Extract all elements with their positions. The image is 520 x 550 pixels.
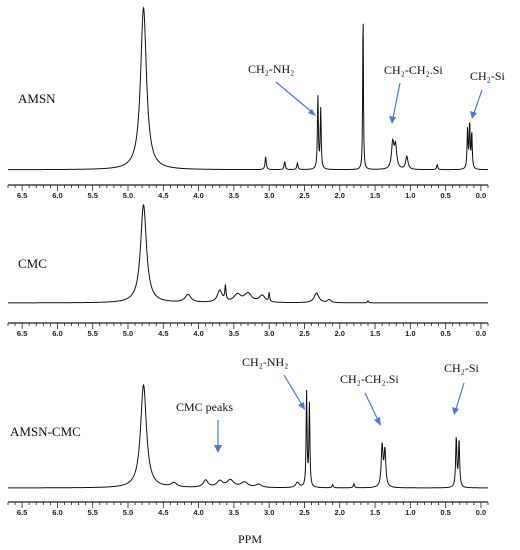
tick-label-3-5: 3.5 xyxy=(229,508,239,517)
tick-label-0-0: 0.0 xyxy=(476,508,486,517)
annotation-cmc-peaks: CMC peaks xyxy=(176,400,233,414)
spectrum-trace-amsn xyxy=(8,6,488,171)
tick-label-3-5: 3.5 xyxy=(229,191,239,200)
tick-label-1-0: 1.0 xyxy=(405,191,415,200)
annotation-ch2-ch2-si-amsn-cmc: CH₂-CH₂.Si xyxy=(340,372,399,386)
panel-amsn: 6.5 6.0 5.5 5.0 4.5 4.0 3.5 3.0 2.5 2.0 1.5 1.0 0.5 0… xyxy=(7,6,489,200)
annotation-ch2-ch2-si-amsn: CH₂-CH₂.Si xyxy=(384,63,443,77)
arrow-ch2-nh2-amsn-cmc xyxy=(283,374,305,410)
tick-label-0-0: 0.0 xyxy=(476,329,486,338)
tick-label-3-0: 3.0 xyxy=(264,508,274,517)
x-axis-amsn-cmc: 6.5 6.0 5.5 5.0 4.5 4.0 3.5 3.0 2.5 2.0 1.5 1.0 0.5 0… xyxy=(7,501,489,517)
tick-label-6-0: 6.0 xyxy=(52,191,62,200)
tick-label-4-0: 4.0 xyxy=(193,191,203,200)
spectrum-label-amsn: AMSN xyxy=(18,91,56,106)
tick-label-5-5: 5.5 xyxy=(87,508,97,517)
tick-label-6-5: 6.5 xyxy=(17,508,27,517)
annotation-ch2-si-amsn: CH₂-Si xyxy=(470,69,506,83)
tick-label-2-5: 2.5 xyxy=(299,329,309,338)
tick-label-5-0: 5.0 xyxy=(123,508,133,517)
tick-label-4-5: 4.5 xyxy=(158,508,168,517)
tick-label-4-0: 4.0 xyxy=(193,508,203,517)
arrow-ch2-ch2-si-amsn-cmc xyxy=(364,392,381,426)
arrow-ch2-nh2-amsn xyxy=(275,81,316,116)
panel-cmc: 6.5 6.0 5.5 5.0 4.5 4.0 3.5 3.0 2.5 2.0 1.5 1.0 0.5 0… xyxy=(7,203,489,338)
tick-label-4-0: 4.0 xyxy=(193,329,203,338)
spectrum-label-amsn-cmc: AMSN-CMC xyxy=(10,424,81,439)
tick-label-0-5: 0.5 xyxy=(440,191,450,200)
tick-label-0-5: 0.5 xyxy=(440,329,450,338)
arrow-cmc-peaks xyxy=(214,420,222,453)
panel-amsn-cmc: 6.5 6.0 5.5 5.0 4.5 4.0 3.5 3.0 2.5 2.0 1.5 1.0 0.5 0… xyxy=(7,383,489,517)
tick-label-3-5: 3.5 xyxy=(229,329,239,338)
x-axis-amsn: 6.5 6.0 5.5 5.0 4.5 4.0 3.5 3.0 2.5 2.0 1.5 1.0 0.5 0… xyxy=(7,184,489,200)
x-axis-title: PPM xyxy=(238,532,262,546)
tick-label-5-0: 5.0 xyxy=(123,191,133,200)
annotation-ch2-nh2-amsn: CH₂-NH₂ xyxy=(248,62,294,76)
tick-label-2-0: 2.0 xyxy=(335,508,345,517)
arrow-ch2-ch2-si-amsn xyxy=(389,82,401,124)
spectrum-label-cmc: CMC xyxy=(18,256,47,271)
tick-label-5-5: 5.5 xyxy=(87,191,97,200)
tick-label-5-5: 5.5 xyxy=(87,329,97,338)
arrow-ch2-si-amsn xyxy=(470,89,483,119)
tick-label-6-0: 6.0 xyxy=(52,508,62,517)
tick-label-6-5: 6.5 xyxy=(17,191,27,200)
annotation-ch2-si-amsn-cmc: CH₂-Si xyxy=(444,361,480,375)
tick-label-3-0: 3.0 xyxy=(264,191,274,200)
tick-label-6-5: 6.5 xyxy=(17,329,27,338)
tick-label-5-0: 5.0 xyxy=(123,329,133,338)
tick-label-0-0: 0.0 xyxy=(476,191,486,200)
tick-label-2-5: 2.5 xyxy=(299,508,309,517)
tick-label-1-0: 1.0 xyxy=(405,329,415,338)
tick-label-1-5: 1.5 xyxy=(370,329,380,338)
tick-label-1-0: 1.0 xyxy=(405,508,415,517)
tick-label-4-5: 4.5 xyxy=(158,191,168,200)
arrow-ch2-si-amsn-cmc xyxy=(452,382,465,415)
tick-label-2-0: 2.0 xyxy=(335,191,345,200)
x-axis-cmc: 6.5 6.0 5.5 5.0 4.5 4.0 3.5 3.0 2.5 2.0 1.5 1.0 0.5 0… xyxy=(7,322,489,338)
tick-label-1-5: 1.5 xyxy=(370,508,380,517)
tick-label-1-5: 1.5 xyxy=(370,191,380,200)
spectrum-trace-cmc xyxy=(8,203,488,304)
annotation-ch2-nh2-amsn-cmc: CH₂-NH₂ xyxy=(242,355,288,369)
spectrum-trace-amsn-cmc xyxy=(8,383,488,489)
tick-label-3-0: 3.0 xyxy=(264,329,274,338)
tick-label-2-5: 2.5 xyxy=(299,191,309,200)
tick-label-2-0: 2.0 xyxy=(335,329,345,338)
tick-label-6-0: 6.0 xyxy=(52,329,62,338)
tick-label-0-5: 0.5 xyxy=(440,508,450,517)
tick-label-4-5: 4.5 xyxy=(158,329,168,338)
